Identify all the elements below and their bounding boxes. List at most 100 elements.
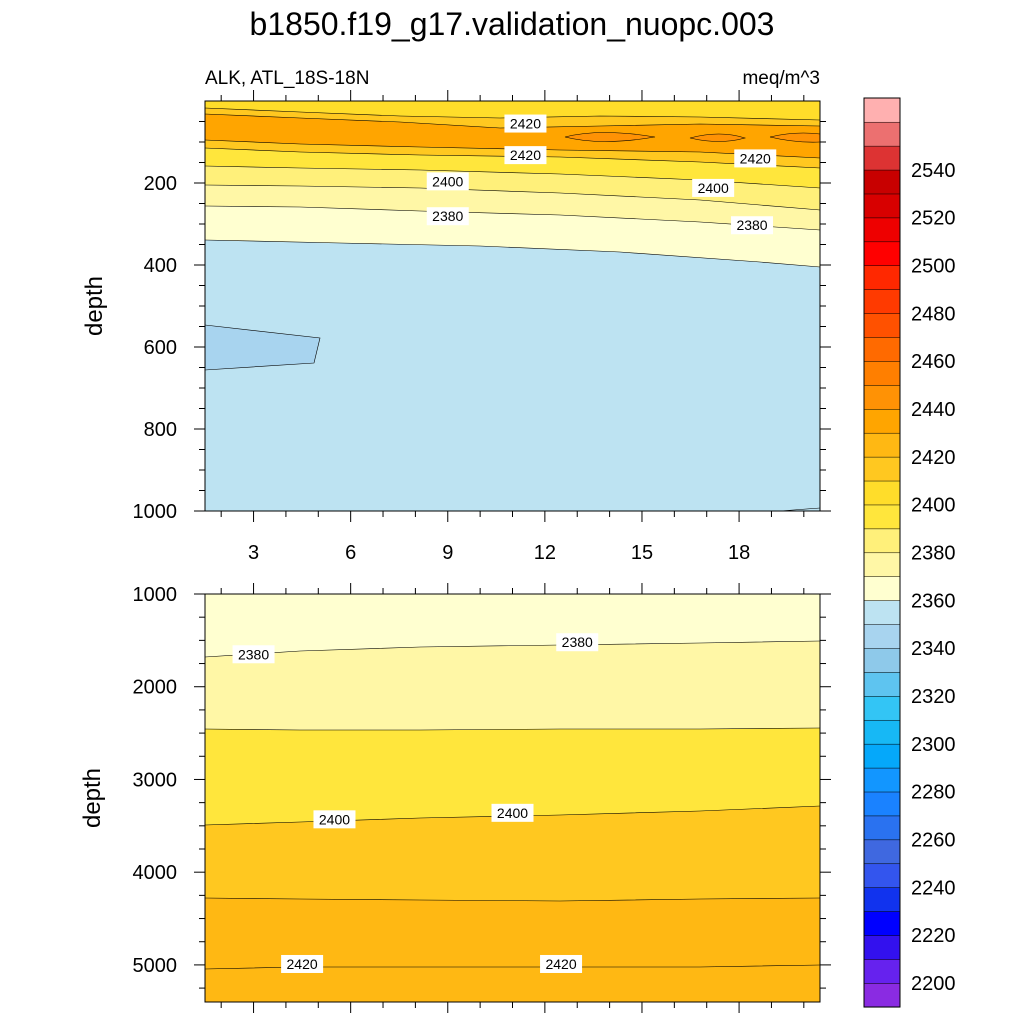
y-tick-label: 1000 xyxy=(133,501,178,523)
colorbar-swatch xyxy=(863,456,901,482)
colorbar-swatch xyxy=(863,313,901,338)
upper-contour-labels: 2420 2420 2420 2400 2400 2380 2380 xyxy=(426,114,777,235)
colorbar-swatch xyxy=(863,193,901,219)
contour-label-box xyxy=(426,207,469,226)
y-tick-label: 600 xyxy=(144,337,177,359)
colorbar-label: 2200 xyxy=(911,973,956,995)
colorbar-swatch xyxy=(863,217,901,243)
contour-label: 2420 xyxy=(740,150,771,166)
colorbar-swatch xyxy=(863,647,901,673)
y-tick-label: 5000 xyxy=(133,955,178,977)
contour-label: 2420 xyxy=(510,147,541,163)
contour-line xyxy=(204,640,821,658)
contour-label: 2380 xyxy=(432,208,463,224)
subtitle-units: meq/m^3 xyxy=(742,68,820,89)
upper-ticks: 3 6 9 12 15 18 200 400 600 800 1000 xyxy=(133,90,831,564)
lower-contour-fills xyxy=(205,594,820,1002)
contour-label: 2400 xyxy=(698,180,729,196)
colorbar-swatch xyxy=(863,815,901,841)
colorbar-label: 2300 xyxy=(911,734,956,756)
colorbar-label: 2440 xyxy=(911,399,956,421)
colorbar-label: 2400 xyxy=(911,495,956,517)
colorbar-label: 2540 xyxy=(911,160,956,182)
colorbar-swatch xyxy=(863,552,901,577)
lower-y-axis-label: depth xyxy=(79,768,106,828)
contour-label: 2400 xyxy=(497,805,528,821)
contour-line xyxy=(204,147,821,169)
contour-line xyxy=(204,897,821,902)
colorbar-label: 2260 xyxy=(911,830,956,852)
colorbar-swatch xyxy=(863,695,901,721)
colorbar-swatch xyxy=(863,863,901,888)
colorbar-swatch xyxy=(863,384,901,410)
contour-label-box xyxy=(540,954,583,973)
contour-label-box xyxy=(731,216,774,235)
lower-contour-labels: 2380 2380 2400 2400 2420 2420 xyxy=(232,633,599,973)
contour-line xyxy=(204,324,321,371)
contour-label: 2380 xyxy=(238,646,269,662)
colorbar-swatch xyxy=(863,719,901,745)
colorbar-label: 2380 xyxy=(911,543,956,565)
y-tick-label: 200 xyxy=(144,173,177,195)
colorbar-swatch xyxy=(863,97,901,123)
contour-line xyxy=(204,205,821,231)
colorbar-swatch xyxy=(863,121,901,147)
contour-line xyxy=(204,805,821,826)
colorbar-swatch xyxy=(863,528,901,554)
contour-label: 2380 xyxy=(736,217,767,233)
contour-label-box xyxy=(313,810,356,829)
contour-label: 2420 xyxy=(287,956,318,972)
y-tick-label: 3000 xyxy=(133,769,178,791)
y-tick-label: 4000 xyxy=(133,862,178,884)
lower-panel: 2380 2380 2400 2400 2420 2420 1000 2000 3000 400… xyxy=(79,583,831,1013)
colorbar-swatch xyxy=(863,982,901,1008)
contour-line xyxy=(204,727,821,731)
colorbar: 2200 2220 2240 2260 2280 2300 2320 2340 2360 2380… xyxy=(863,97,956,1008)
contour-line xyxy=(204,107,821,121)
contour-label-box xyxy=(556,633,599,652)
colorbar-swatch xyxy=(863,480,901,506)
contour-label: 2400 xyxy=(432,173,463,189)
colorbar-swatch xyxy=(863,743,901,769)
contour-label: 2420 xyxy=(545,956,576,972)
colorbar-label: 2340 xyxy=(911,638,956,660)
contour-label-box xyxy=(426,172,469,191)
lower-contour-lines xyxy=(204,640,821,970)
colorbar-swatch xyxy=(863,145,901,171)
colorbar-label: 2220 xyxy=(911,925,956,947)
x-tick-label: 9 xyxy=(442,542,453,564)
y-tick-label: 400 xyxy=(144,255,177,277)
colorbar-swatch xyxy=(863,432,901,458)
colorbar-swatch xyxy=(863,504,901,530)
colorbar-swatch xyxy=(863,576,901,601)
colorbar-swatch xyxy=(863,958,901,984)
colorbar-swatch xyxy=(863,934,901,960)
contour-label-box xyxy=(692,178,735,197)
colorbar-label: 2500 xyxy=(911,255,956,277)
y-tick-label: 2000 xyxy=(133,677,178,699)
colorbar-swatch xyxy=(863,839,901,865)
fill-band-2430 xyxy=(565,132,820,143)
contour-label-box xyxy=(281,954,324,973)
contour-label: 2420 xyxy=(510,116,541,132)
contour-line xyxy=(689,133,747,142)
x-tick-label: 6 xyxy=(345,542,356,564)
colorbar-swatch xyxy=(863,767,901,793)
colorbar-swatch xyxy=(863,265,901,290)
upper-y-axis-label: depth xyxy=(81,276,108,336)
colorbar-swatch xyxy=(863,624,901,649)
colorbar-label: 2280 xyxy=(911,782,956,804)
lower-ticks: 1000 2000 3000 4000 5000 xyxy=(133,583,831,1013)
fill-band-2425 xyxy=(205,114,820,158)
y-tick-label: 1000 xyxy=(133,584,178,606)
contour-line xyxy=(204,139,821,159)
fill-band-2420 xyxy=(205,101,820,120)
contour-line xyxy=(204,113,821,129)
contour-label-box xyxy=(734,149,777,168)
x-tick-label: 3 xyxy=(248,542,259,564)
contour-line xyxy=(204,239,821,268)
upper-panel: 2420 2420 2420 2400 2400 2380 2380 3 6 9 12 15 18 20… xyxy=(81,90,831,564)
contour-line xyxy=(769,132,821,138)
colorbar-label: 2360 xyxy=(911,590,956,612)
